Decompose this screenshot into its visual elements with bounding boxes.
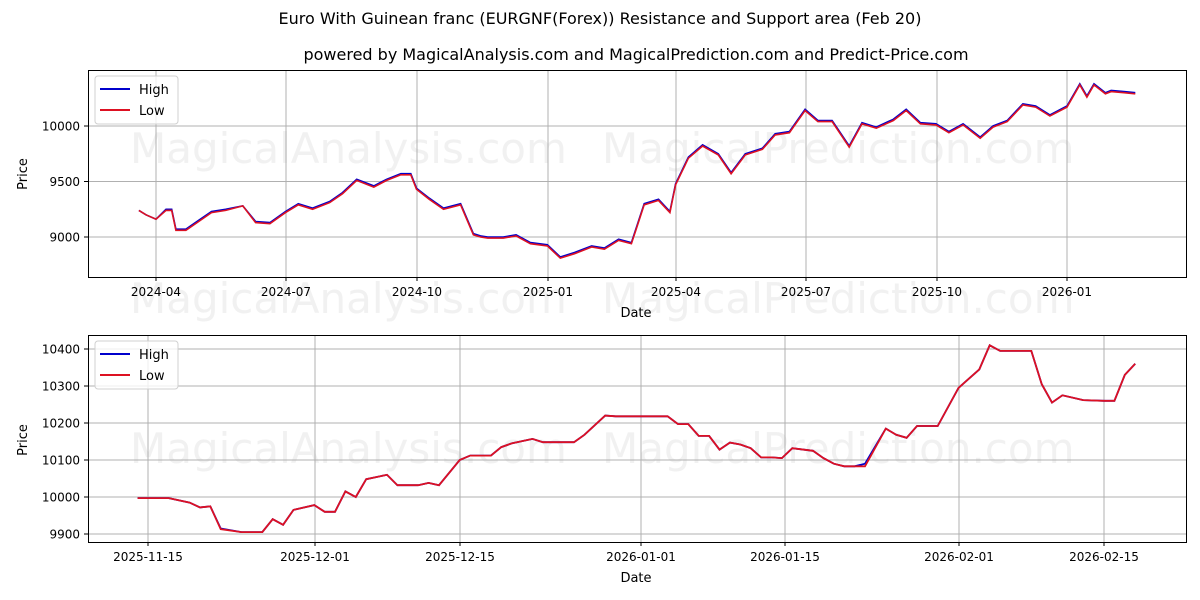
y-tick-label: 10100: [42, 454, 80, 468]
legend-low-label: Low: [139, 104, 165, 119]
x-tick-label: 2024-04: [131, 285, 181, 299]
x-tick-label: 2024-07: [261, 285, 311, 299]
y-tick-label: 10400: [42, 343, 80, 357]
x-tick-label: 2025-07: [781, 285, 831, 299]
x-tick-label: 2025-04: [651, 285, 701, 299]
bottom-low-line: [137, 344, 1136, 533]
bottom-axes-frame: [88, 335, 1187, 543]
y-tick-label: 9000: [49, 231, 80, 245]
x-tick-label: 2026-02-01: [924, 550, 994, 564]
x-tick-label: 2026-02-15: [1069, 550, 1139, 564]
bottom-legend: High Low: [94, 340, 179, 390]
y-tick-label: 9500: [49, 175, 80, 189]
x-tick-label: 2026-01-01: [606, 550, 676, 564]
y-tick-label: 10000: [42, 120, 80, 134]
top-low-line: [138, 83, 1136, 260]
top-axes-frame: [88, 70, 1187, 278]
top-x-axis: 2024-04 2024-07 2024-10 2025-01 2025-04 2025-…: [131, 277, 1092, 299]
top-y-axis: 10000 9500 9000: [42, 120, 88, 245]
legend-low-label-2: Low: [139, 369, 165, 384]
legend-high-label: High: [139, 83, 169, 98]
top-legend: High Low: [94, 75, 179, 125]
top-xlabel: Date: [620, 306, 651, 321]
bottom-x-axis: 2025-11-15 2025-12-01 2025-12-15 2026-01-01…: [113, 542, 1139, 564]
y-tick-label: 10000: [42, 491, 80, 505]
watermark-1: MagicalAnalysis.com: [130, 124, 567, 173]
top-high-line: [138, 82, 1136, 258]
watermark-5: MagicalAnalysis.com: [130, 424, 567, 473]
bottom-grid: [88, 335, 1186, 542]
top-watermarks: MagicalAnalysis.com MagicalPrediction.co…: [130, 124, 1075, 323]
watermark-4: MagicalPrediction.com: [602, 274, 1075, 323]
x-tick-label: 2025-01: [523, 285, 573, 299]
y-tick-label: 10300: [42, 380, 80, 394]
x-tick-label: 2025-12-01: [280, 550, 350, 564]
top-chart: MagicalAnalysis.com MagicalPrediction.co…: [16, 70, 1187, 323]
y-tick-label: 10200: [42, 417, 80, 431]
bottom-chart: MagicalAnalysis.com MagicalPrediction.co…: [16, 335, 1187, 586]
watermark-3: MagicalAnalysis.com: [130, 274, 567, 323]
y-tick-label: 9900: [49, 528, 80, 542]
top-ylabel: Price: [16, 158, 31, 190]
bottom-ylabel: Price: [16, 424, 31, 456]
chart-title: Euro With Guinean franc (EURGNF(Forex)) …: [278, 9, 922, 28]
x-tick-label: 2025-11-15: [113, 550, 183, 564]
legend-high-label-2: High: [139, 348, 169, 363]
bottom-xlabel: Date: [620, 571, 651, 586]
bottom-y-axis: 10400 10300 10200 10100 10000 9900: [42, 343, 88, 542]
x-tick-label: 2026-01-15: [750, 550, 820, 564]
bottom-watermarks: MagicalAnalysis.com MagicalPrediction.co…: [130, 424, 1075, 473]
x-tick-label: 2025-10: [912, 285, 962, 299]
chart-subtitle: powered by MagicalAnalysis.com and Magic…: [303, 45, 969, 64]
x-tick-label: 2025-12-15: [425, 550, 495, 564]
x-tick-label: 2024-10: [392, 285, 442, 299]
top-grid: [88, 70, 1186, 277]
x-tick-label: 2026-01: [1042, 285, 1092, 299]
